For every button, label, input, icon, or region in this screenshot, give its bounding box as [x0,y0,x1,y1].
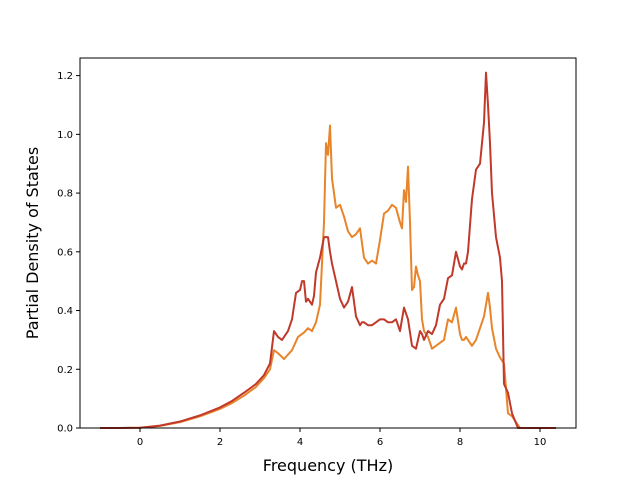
y-tick-label: 0.6 [57,247,73,258]
x-axis-ticks: 0 2 4 6 8 10 [137,428,547,448]
y-tick-label: 0.2 [57,365,73,376]
x-tick-label: 0 [137,437,143,448]
x-tick-label: 8 [457,437,463,448]
series-line-1 [100,124,556,429]
x-tick-label: 2 [217,437,223,448]
plot-area [100,71,556,429]
x-tick-label: 10 [534,437,547,448]
y-tick-label: 1.2 [57,71,73,82]
series-line-2 [100,71,556,429]
y-tick-label: 0.0 [57,424,73,435]
y-axis-label: Partial Density of States [23,147,42,339]
y-axis-ticks: 0.0 0.2 0.4 0.6 0.8 1.0 1.2 [57,71,80,435]
y-tick-label: 0.8 [57,189,73,200]
x-tick-label: 6 [377,437,383,448]
x-axis-label: Frequency (THz) [263,456,393,475]
y-tick-label: 1.0 [57,130,73,141]
plot-frame [79,57,577,429]
y-tick-label: 0.4 [57,306,73,317]
x-tick-label: 4 [297,437,303,448]
